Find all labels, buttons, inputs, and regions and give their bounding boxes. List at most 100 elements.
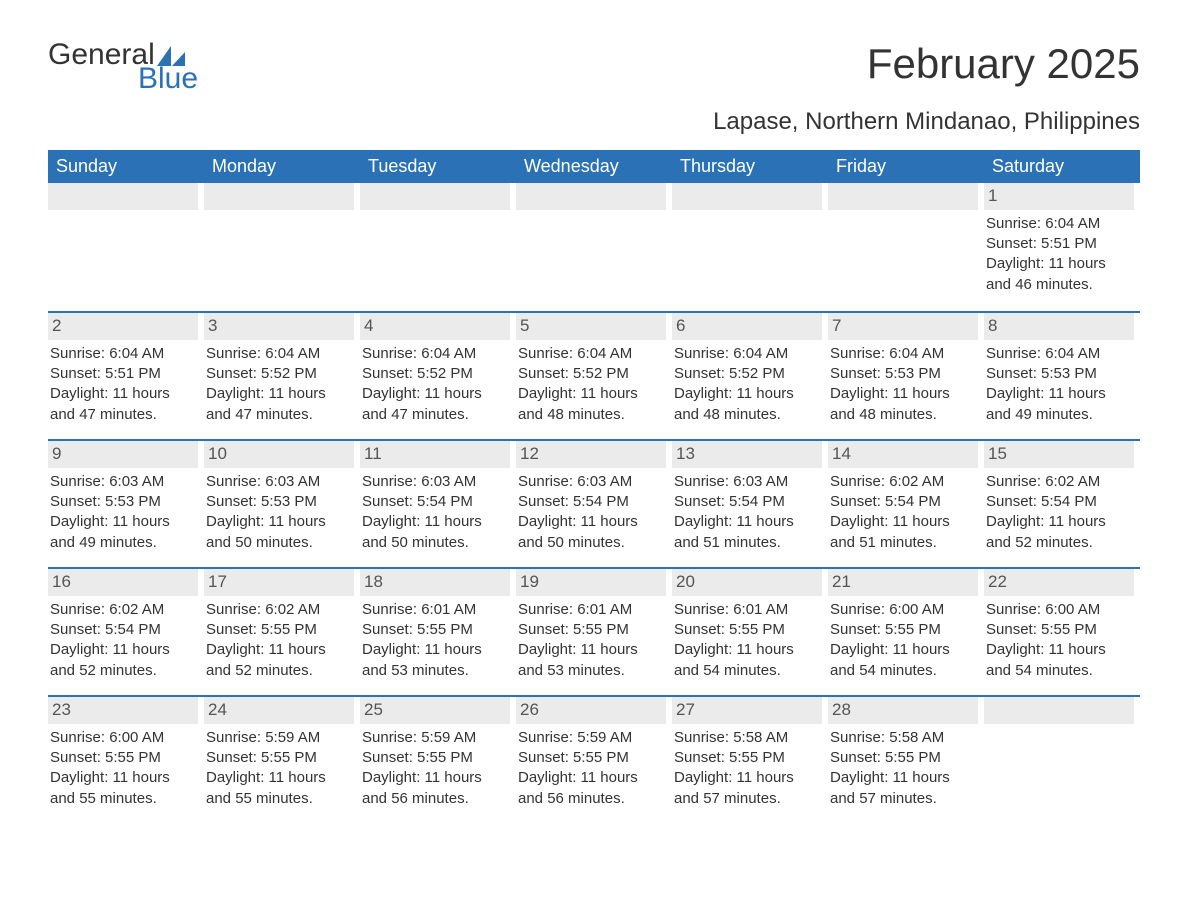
sunrise-line: Sunrise: 6:02 AM [204, 600, 354, 620]
day-number: 22 [984, 569, 1134, 596]
daylight-line: Daylight: 11 hours and 52 minutes. [984, 512, 1134, 553]
day-number: 20 [672, 569, 822, 596]
sunrise-line: Sunrise: 5:58 AM [672, 728, 822, 748]
day-number: 3 [204, 313, 354, 340]
dow-cell: Sunday [48, 150, 204, 183]
day-cell: 20 Sunrise: 6:01 AMSunset: 5:55 PMDayligh… [672, 569, 828, 695]
day-number: 8 [984, 313, 1134, 340]
daylight-line: Daylight: 11 hours and 57 minutes. [828, 768, 978, 809]
day-cell: 7Sunrise: 6:04 AMSunset: 5:53 PMDaylight… [828, 313, 984, 439]
daylight-line: Daylight: 11 hours and 52 minutes. [48, 640, 198, 681]
day-number: 27 [672, 697, 822, 724]
dow-cell: Thursday [672, 150, 828, 183]
daylight-line: Daylight: 11 hours and 52 minutes. [204, 640, 354, 681]
sunset-line: Sunset: 5:53 PM [204, 492, 354, 512]
sunset-line: Sunset: 5:55 PM [360, 620, 510, 640]
sunset-line: Sunset: 5:54 PM [516, 492, 666, 512]
daylight-line: Daylight: 11 hours and 47 minutes. [360, 384, 510, 425]
sunset-line: Sunset: 5:55 PM [672, 620, 822, 640]
sunset-line: Sunset: 5:52 PM [516, 364, 666, 384]
sunrise-line: Sunrise: 6:00 AM [984, 600, 1134, 620]
daylight-line: Daylight: 11 hours and 48 minutes. [828, 384, 978, 425]
sunrise-line: Sunrise: 6:02 AM [48, 600, 198, 620]
day-number: 23 [48, 697, 198, 724]
day-cell: 9Sunrise: 6:03 AMSunset: 5:53 PMDaylight… [48, 441, 204, 567]
day-number: 17 [204, 569, 354, 596]
day-cell: 22Sunrise: 6:00 AMSunset: 5:55 PMDayligh… [984, 569, 1140, 695]
day-cell: 16Sunrise: 6:02 AMSunset: 5:54 PMDayligh… [48, 569, 204, 695]
daylight-line: Daylight: 11 hours and 48 minutes. [672, 384, 822, 425]
sunrise-line: Sunrise: 6:01 AM [516, 600, 666, 620]
daylight-line: Daylight: 11 hours and 50 minutes. [204, 512, 354, 553]
daylight-line: Daylight: 11 hours and 50 minutes. [360, 512, 510, 553]
day-cell: 25Sunrise: 5:59 AMSunset: 5:55 PMDayligh… [360, 697, 516, 823]
calendar-week: 23Sunrise: 6:00 AMSunset: 5:55 PMDayligh… [48, 695, 1140, 823]
day-cell: 18Sunrise: 6:01 AMSunset: 5:55 PMDayligh… [360, 569, 516, 695]
sunset-line: Sunset: 5:52 PM [360, 364, 510, 384]
sunrise-line: Sunrise: 5:59 AM [516, 728, 666, 748]
brand-word-2: Blue [48, 64, 198, 94]
day-number: 28 [828, 697, 978, 724]
daylight-line: Daylight: 11 hours and 47 minutes. [204, 384, 354, 425]
sunset-line: Sunset: 5:54 PM [360, 492, 510, 512]
sunrise-line: Sunrise: 6:00 AM [828, 600, 978, 620]
day-number: 21 [828, 569, 978, 596]
day-number: 12 [516, 441, 666, 468]
sunrise-line: Sunrise: 6:04 AM [828, 344, 978, 364]
sunrise-line: Sunrise: 6:04 AM [204, 344, 354, 364]
sunset-line: Sunset: 5:52 PM [204, 364, 354, 384]
daylight-line: Daylight: 11 hours and 56 minutes. [516, 768, 666, 809]
month-title: February 2025 [713, 40, 1140, 88]
day-number [672, 183, 822, 210]
sunset-line: Sunset: 5:55 PM [984, 620, 1134, 640]
day-cell: 1Sunrise: 6:04 AMSunset: 5:51 PMDaylight… [984, 183, 1140, 311]
calendar: SundayMondayTuesdayWednesdayThursdayFrid… [48, 150, 1140, 823]
sunrise-line: Sunrise: 6:03 AM [516, 472, 666, 492]
daylight-line: Daylight: 11 hours and 48 minutes. [516, 384, 666, 425]
sunrise-line: Sunrise: 6:04 AM [516, 344, 666, 364]
calendar-week: 1Sunrise: 6:04 AMSunset: 5:51 PMDaylight… [48, 183, 1140, 311]
sunset-line: Sunset: 5:53 PM [984, 364, 1134, 384]
day-number [48, 183, 198, 210]
day-number: 7 [828, 313, 978, 340]
sunset-line: Sunset: 5:52 PM [672, 364, 822, 384]
day-cell: 3 Sunrise: 6:04 AMSunset: 5:52 PMDaylight… [204, 313, 360, 439]
day-number: 16 [48, 569, 198, 596]
sunset-line: Sunset: 5:55 PM [360, 748, 510, 768]
day-cell: 28Sunrise: 5:58 AMSunset: 5:55 PMDayligh… [828, 697, 984, 823]
day-cell: 19Sunrise: 6:01 AMSunset: 5:55 PMDayligh… [516, 569, 672, 695]
day-cell: 21Sunrise: 6:00 AMSunset: 5:55 PMDayligh… [828, 569, 984, 695]
sunset-line: Sunset: 5:55 PM [516, 748, 666, 768]
day-cell [828, 183, 984, 311]
day-number: 25 [360, 697, 510, 724]
daylight-line: Daylight: 11 hours and 57 minutes. [672, 768, 822, 809]
day-number: 18 [360, 569, 510, 596]
day-number [984, 697, 1134, 724]
day-cell: 4Sunrise: 6:04 AMSunset: 5:52 PMDaylight… [360, 313, 516, 439]
calendar-body: 1Sunrise: 6:04 AMSunset: 5:51 PMDaylight… [48, 183, 1140, 823]
daylight-line: Daylight: 11 hours and 51 minutes. [672, 512, 822, 553]
sunset-line: Sunset: 5:55 PM [204, 620, 354, 640]
daylight-line: Daylight: 11 hours and 46 minutes. [984, 254, 1134, 295]
sunrise-line: Sunrise: 5:59 AM [204, 728, 354, 748]
sunrise-line: Sunrise: 6:01 AM [672, 600, 822, 620]
day-cell: 27Sunrise: 5:58 AMSunset: 5:55 PMDayligh… [672, 697, 828, 823]
daylight-line: Daylight: 11 hours and 54 minutes. [672, 640, 822, 681]
daylight-line: Daylight: 11 hours and 53 minutes. [360, 640, 510, 681]
day-number [360, 183, 510, 210]
sunrise-line: Sunrise: 6:04 AM [672, 344, 822, 364]
day-cell [516, 183, 672, 311]
daylight-line: Daylight: 11 hours and 51 minutes. [828, 512, 978, 553]
daylight-line: Daylight: 11 hours and 47 minutes. [48, 384, 198, 425]
day-cell: 17 Sunrise: 6:02 AMSunset: 5:55 PMDayligh… [204, 569, 360, 695]
day-cell: 8Sunrise: 6:04 AMSunset: 5:53 PMDaylight… [984, 313, 1140, 439]
calendar-week: 2Sunrise: 6:04 AMSunset: 5:51 PMDaylight… [48, 311, 1140, 439]
day-number: 19 [516, 569, 666, 596]
day-cell: 26Sunrise: 5:59 AMSunset: 5:55 PMDayligh… [516, 697, 672, 823]
day-cell: 6Sunrise: 6:04 AMSunset: 5:52 PMDaylight… [672, 313, 828, 439]
sunset-line: Sunset: 5:51 PM [48, 364, 198, 384]
daylight-line: Daylight: 11 hours and 54 minutes. [828, 640, 978, 681]
daylight-line: Daylight: 11 hours and 50 minutes. [516, 512, 666, 553]
day-cell [48, 183, 204, 311]
sunset-line: Sunset: 5:51 PM [984, 234, 1134, 254]
